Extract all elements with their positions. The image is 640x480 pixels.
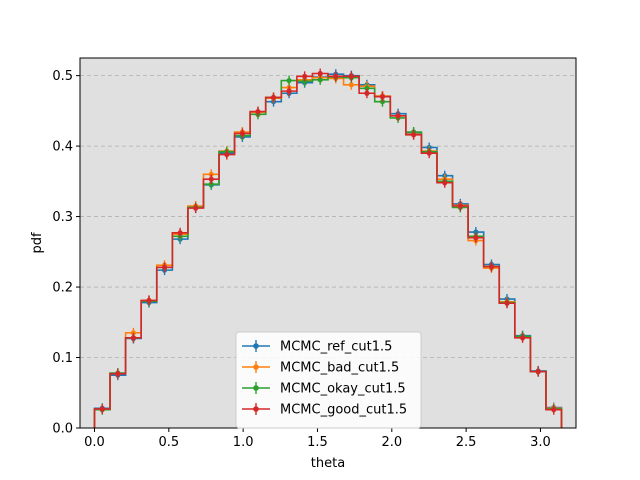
data-point [348, 82, 354, 88]
data-point [193, 205, 199, 211]
data-point [224, 151, 230, 158]
legend-marker [253, 364, 259, 370]
data-point [115, 371, 121, 377]
data-point [488, 264, 495, 270]
data-point [519, 335, 526, 341]
data-point [473, 235, 479, 241]
legend-item: MCMC_bad_cut1.5 [242, 361, 399, 376]
data-point [426, 150, 432, 156]
data-point [411, 132, 417, 138]
x-tick-label: 0.5 [158, 435, 179, 450]
legend-box [235, 331, 422, 429]
y-axis-label: pdf [30, 232, 45, 254]
series-step-line [93, 72, 563, 428]
legend-label: MCMC_ref_cut1.5 [280, 340, 392, 355]
x-tick-label: 1.5 [307, 435, 328, 450]
data-point [317, 77, 323, 83]
data-point [208, 176, 214, 182]
legend-item: MCMC_okay_cut1.5 [242, 382, 406, 397]
data-point [364, 90, 370, 96]
y-tick-label: 0.2 [52, 281, 73, 296]
data-point [457, 203, 463, 209]
series-MCMC_good_cut1.5 [93, 68, 563, 428]
x-axis-label: theta [311, 456, 345, 471]
data-point [535, 369, 541, 375]
data-point [161, 264, 168, 270]
legend-label: MCMC_okay_cut1.5 [280, 382, 406, 397]
legend-marker [253, 406, 259, 412]
x-tick-label: 3.0 [530, 435, 551, 450]
data-point [177, 230, 183, 236]
y-tick-label: 0.4 [52, 140, 73, 155]
data-point [270, 94, 277, 101]
data-point [286, 88, 292, 94]
y-tick-label: 0.0 [52, 422, 73, 437]
data-point [302, 73, 308, 79]
x-tick-label: 2.0 [381, 435, 402, 450]
x-tick-label: 2.5 [456, 435, 477, 450]
y-tick-label: 0.1 [52, 351, 73, 366]
data-point [348, 73, 354, 79]
legend-item: MCMC_ref_cut1.5 [242, 340, 392, 355]
data-point [317, 70, 323, 77]
data-point [239, 130, 245, 137]
data-point [130, 335, 137, 341]
series-layer [93, 68, 563, 428]
data-point [99, 406, 105, 412]
data-point [395, 113, 401, 119]
x-tick-label: 0.0 [84, 435, 105, 450]
x-tick-label: 1.0 [233, 435, 254, 450]
legend-item: MCMC_good_cut1.5 [242, 403, 407, 418]
data-point [146, 297, 152, 304]
data-point [504, 300, 510, 306]
legend-marker [253, 385, 259, 391]
data-point [255, 108, 261, 115]
data-point [442, 180, 448, 186]
data-point [379, 94, 386, 100]
y-tick-label: 0.3 [52, 210, 73, 225]
legend-label: MCMC_good_cut1.5 [280, 403, 407, 418]
legend-label: MCMC_bad_cut1.5 [280, 361, 399, 376]
legend: MCMC_ref_cut1.5 MCMC_bad_cut1.5 MCMC_okay_… [235, 331, 422, 429]
axis-ticks: 0.0 0.5 1.0 1.5 2.0 2.5 3.0 0.0 0.1 0.2 0.3 0.4 0.5 [52, 69, 550, 450]
legend-marker [253, 343, 259, 349]
y-tick-label: 0.5 [52, 69, 73, 84]
data-point [551, 407, 557, 413]
data-point [286, 77, 292, 84]
data-point [333, 73, 339, 79]
